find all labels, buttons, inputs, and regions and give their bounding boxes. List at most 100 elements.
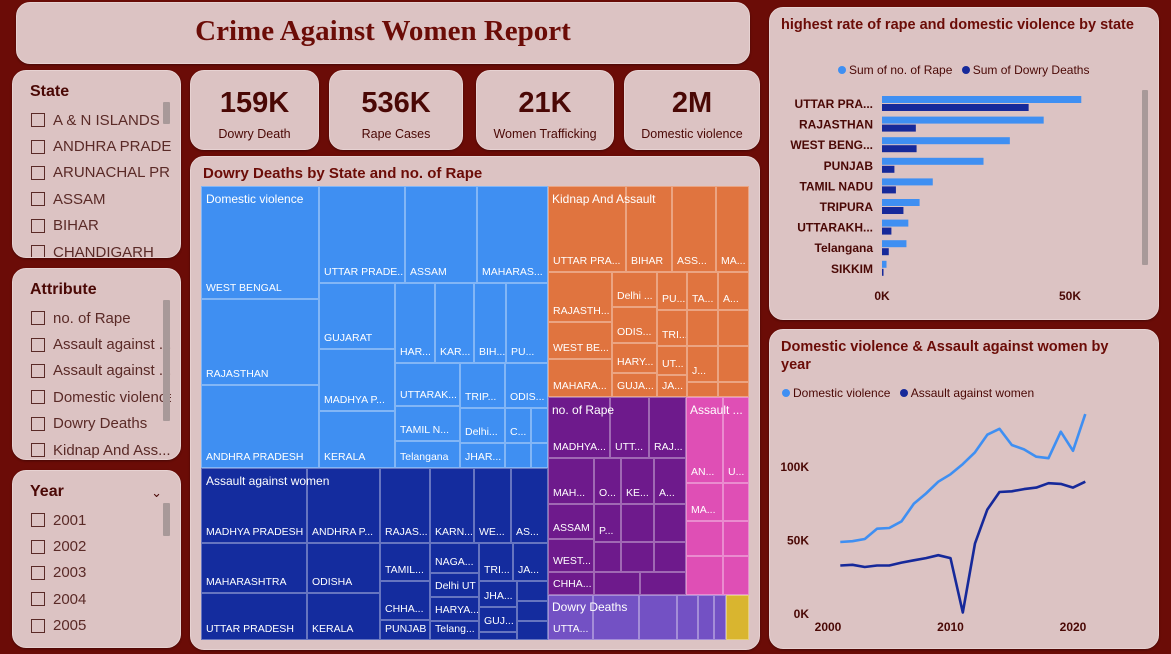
treemap-cell[interactable] <box>654 542 686 572</box>
slicer-item[interactable]: ASSAM <box>31 186 171 212</box>
treemap-cell[interactable]: Delhi UT <box>430 573 479 597</box>
legend-item[interactable]: Domestic violence <box>782 386 890 400</box>
bar-dowry[interactable] <box>882 248 889 256</box>
treemap-cell[interactable]: TRIP... <box>460 363 505 408</box>
checkbox[interactable] <box>31 443 45 458</box>
treemap-cell[interactable]: Delhi ... <box>612 272 657 307</box>
checkbox[interactable] <box>31 592 45 607</box>
year-slicer[interactable]: Year ⌄ 2001 2002 2003 2004 2005 <box>12 470 181 648</box>
checkbox[interactable] <box>31 165 45 180</box>
treemap-cell[interactable] <box>517 581 548 601</box>
treemap-cell[interactable]: RAJAS... <box>380 468 430 543</box>
treemap-cell[interactable] <box>594 572 640 595</box>
slicer-item[interactable]: 2005 <box>31 613 171 639</box>
treemap-cell[interactable] <box>723 521 749 556</box>
treemap-cell[interactable]: PUNJAB <box>380 620 430 640</box>
treemap-cell[interactable]: MAHARA... <box>548 359 612 397</box>
treemap-cell[interactable]: ANDHRA P... <box>307 468 380 543</box>
treemap-cell[interactable]: RAJASTH... <box>548 272 612 322</box>
treemap-cell[interactable]: UTTARAK... <box>395 363 460 406</box>
treemap-cell[interactable]: ANDHRA PRADESH <box>201 385 319 468</box>
treemap-cell[interactable] <box>726 595 749 640</box>
bar-dowry[interactable] <box>882 165 895 173</box>
legend-item[interactable]: Sum of no. of Rape <box>838 63 952 77</box>
treemap-cell[interactable]: AS... <box>511 468 548 543</box>
treemap-cell[interactable]: HARY... <box>612 343 657 373</box>
treemap-cell[interactable]: WEST BE... <box>548 322 612 359</box>
treemap-cell[interactable]: HAR... <box>395 283 435 363</box>
treemap-cell[interactable] <box>517 601 548 621</box>
treemap-cell[interactable] <box>531 408 548 443</box>
chevron-down-icon[interactable]: ⌄ <box>151 485 162 500</box>
slicer-item[interactable]: Dowry Deaths <box>31 411 171 437</box>
treemap-cell[interactable]: P... <box>594 504 621 542</box>
slicer-item[interactable]: A & N ISLANDS <box>31 107 171 133</box>
slicer-item[interactable]: 2004 <box>31 586 171 612</box>
treemap-cell[interactable]: KARN... <box>430 468 474 543</box>
checkbox[interactable] <box>31 337 45 352</box>
treemap-cell[interactable] <box>654 504 686 542</box>
treemap-cell[interactable]: A... <box>654 458 686 504</box>
bar-dowry[interactable] <box>882 124 916 132</box>
bar-rape[interactable] <box>882 260 887 268</box>
treemap-cell[interactable]: ASSAM <box>405 186 477 283</box>
checkbox[interactable] <box>31 139 45 154</box>
slicer-item[interactable]: 2001 <box>31 507 171 533</box>
treemap-cell[interactable]: JHAR... <box>460 443 505 468</box>
bar-dowry[interactable] <box>882 186 896 194</box>
checkbox[interactable] <box>31 113 45 128</box>
treemap-cell[interactable]: O... <box>594 458 621 504</box>
treemap-cell[interactable]: WEST BENGAL <box>201 186 319 299</box>
checkbox[interactable] <box>31 565 45 580</box>
treemap-cell[interactable]: HARYA... <box>430 597 479 621</box>
slicer-item[interactable]: ARUNACHAL PR... <box>31 160 171 186</box>
bar-rape[interactable] <box>882 116 1044 124</box>
treemap-cell[interactable]: PU... <box>657 272 687 310</box>
checkbox[interactable] <box>31 539 45 554</box>
bar-rape[interactable] <box>882 178 933 186</box>
treemap-cell[interactable]: C... <box>505 408 531 443</box>
treemap-cell[interactable]: BIHAR <box>626 186 672 272</box>
treemap-cell[interactable] <box>718 310 749 346</box>
treemap-cell[interactable] <box>714 595 726 640</box>
slicer-item[interactable]: 2003 <box>31 560 171 586</box>
treemap-cell[interactable]: BIH... <box>474 283 506 363</box>
treemap-cell[interactable]: RAJ... <box>649 397 686 458</box>
treemap-cell[interactable]: TA... <box>687 272 718 310</box>
treemap-cell[interactable] <box>640 572 686 595</box>
treemap-cell[interactable]: GUJ... <box>479 607 517 632</box>
treemap-cell[interactable]: UTTAR PRADESH <box>201 593 307 640</box>
scrollbar-thumb[interactable] <box>163 503 170 536</box>
treemap-cell[interactable]: Telangana <box>395 441 460 468</box>
checkbox[interactable] <box>31 416 45 431</box>
treemap-cell[interactable] <box>718 346 749 382</box>
treemap-cell[interactable]: UTTAR PRADE... <box>319 186 405 283</box>
legend-item[interactable]: Sum of Dowry Deaths <box>961 63 1089 77</box>
treemap-cell[interactable]: CHHA... <box>548 572 594 595</box>
checkbox[interactable] <box>31 218 45 233</box>
treemap-cell[interactable]: UT... <box>657 346 687 375</box>
treemap-cell[interactable] <box>677 595 698 640</box>
treemap-cell[interactable]: TAMIL... <box>380 543 430 581</box>
scrollbar-thumb[interactable] <box>163 300 170 421</box>
bar-dowry[interactable] <box>882 268 884 276</box>
bar-rape[interactable] <box>882 240 907 248</box>
checkbox[interactable] <box>31 618 45 633</box>
treemap-cell[interactable]: UTTA... <box>548 595 593 640</box>
scrollbar-thumb[interactable] <box>1142 90 1148 265</box>
line-assault-against-women[interactable] <box>840 480 1086 614</box>
treemap-cell[interactable]: A... <box>718 272 749 310</box>
slicer-item[interactable]: Assault against ... <box>31 331 171 357</box>
bar-dowry[interactable] <box>882 207 904 214</box>
treemap-cell[interactable]: NAGA... <box>430 543 479 573</box>
treemap-cell[interactable] <box>639 595 677 640</box>
treemap-cell[interactable] <box>698 595 714 640</box>
treemap-cell[interactable]: MADHYA PRADESH <box>201 468 307 543</box>
treemap-cell[interactable] <box>718 382 749 397</box>
treemap-cell[interactable] <box>593 595 639 640</box>
checkbox[interactable] <box>31 363 45 378</box>
treemap-cell[interactable]: ODIS... <box>505 363 548 408</box>
line-domestic-violence[interactable] <box>840 413 1087 544</box>
checkbox[interactable] <box>31 390 45 405</box>
treemap-cell[interactable] <box>621 542 654 572</box>
